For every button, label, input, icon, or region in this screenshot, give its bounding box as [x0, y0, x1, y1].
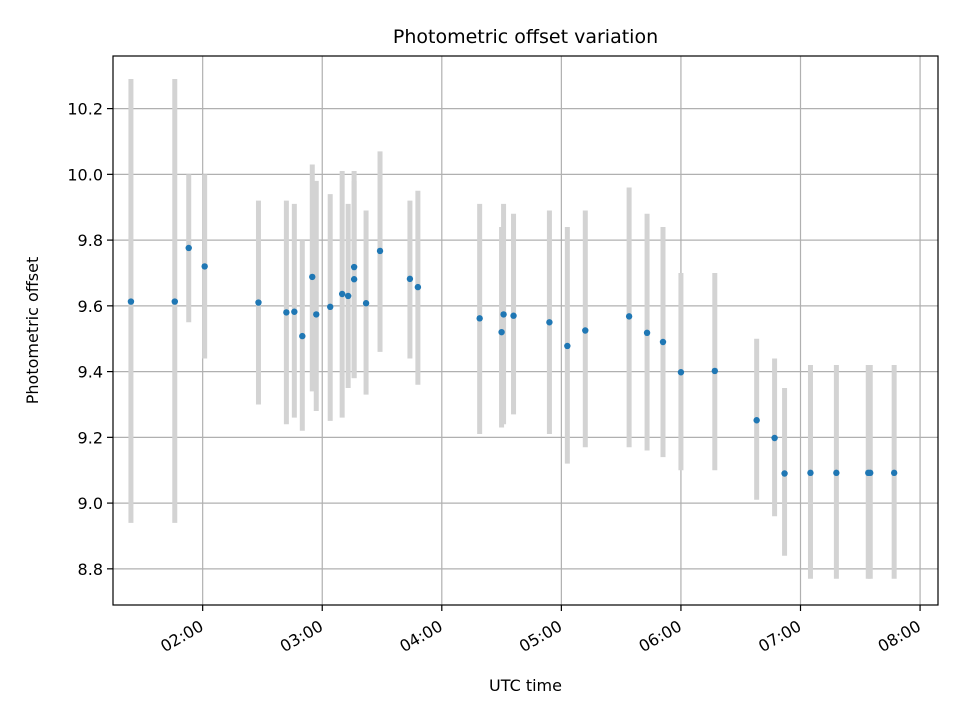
y-axis-ticks: 8.8 9.0 9.2 9.4 9.6 9.8 10.0 10.2: [67, 100, 113, 579]
data-point: [677, 369, 685, 376]
data-point: [500, 311, 507, 318]
data-point: [255, 299, 262, 306]
data-point: [498, 328, 505, 336]
chart-title: Photometric offset variation: [393, 26, 658, 48]
data-point: [890, 469, 898, 477]
data-point: [127, 298, 135, 305]
y-tick-label: 8.8: [78, 560, 103, 579]
grid-lines: [113, 56, 938, 605]
data-point: [833, 469, 840, 477]
data-point: [283, 309, 290, 316]
data-point: [406, 275, 414, 283]
y-tick-label: 9.8: [78, 231, 103, 250]
data-point: [753, 417, 760, 424]
x-axis-label: UTC time: [489, 676, 562, 695]
y-tick-label: 10.2: [67, 100, 103, 119]
data-point: [771, 434, 778, 442]
data-point: [711, 367, 719, 375]
y-axis-label: Photometric offset: [23, 257, 42, 405]
data-point: [659, 338, 667, 346]
data-point: [376, 247, 384, 255]
data-point: [625, 313, 633, 320]
data-point: [510, 312, 517, 319]
y-tick-label: 9.2: [78, 428, 103, 447]
data-point: [171, 298, 178, 305]
data-point: [476, 315, 483, 322]
data-point: [564, 342, 571, 350]
data-point: [546, 319, 553, 326]
data-point: [344, 292, 352, 300]
data-point: [582, 327, 589, 334]
data-points: [127, 244, 898, 477]
data-point: [350, 263, 358, 271]
data-point: [362, 300, 370, 307]
data-point: [350, 276, 358, 283]
data-point: [299, 332, 306, 340]
data-point: [338, 290, 346, 298]
data-point: [291, 308, 298, 315]
data-point: [313, 311, 320, 318]
data-point: [327, 303, 334, 311]
y-tick-label: 10.0: [67, 165, 103, 184]
data-point: [185, 244, 192, 252]
data-point: [781, 470, 788, 477]
data-point: [643, 329, 651, 337]
y-tick-label: 9.4: [78, 363, 103, 382]
data-point: [807, 469, 814, 477]
data-point: [414, 283, 422, 291]
data-point: [201, 263, 208, 270]
y-tick-label: 9.0: [78, 494, 103, 513]
data-point: [309, 273, 316, 281]
y-tick-label: 9.6: [78, 297, 103, 316]
plot-frame: [112, 55, 939, 606]
data-point: [867, 469, 874, 477]
